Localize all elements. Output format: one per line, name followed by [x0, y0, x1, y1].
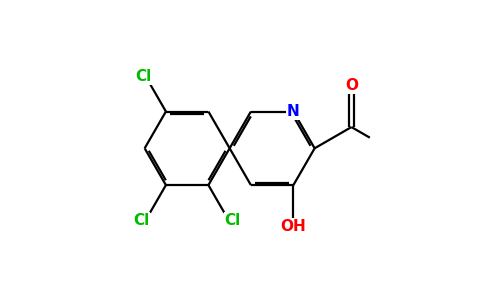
Text: O: O — [345, 78, 358, 93]
Text: Cl: Cl — [225, 213, 241, 228]
Text: N: N — [287, 104, 300, 119]
Text: OH: OH — [281, 219, 306, 234]
Text: Cl: Cl — [136, 69, 151, 84]
Text: Cl: Cl — [134, 213, 150, 228]
